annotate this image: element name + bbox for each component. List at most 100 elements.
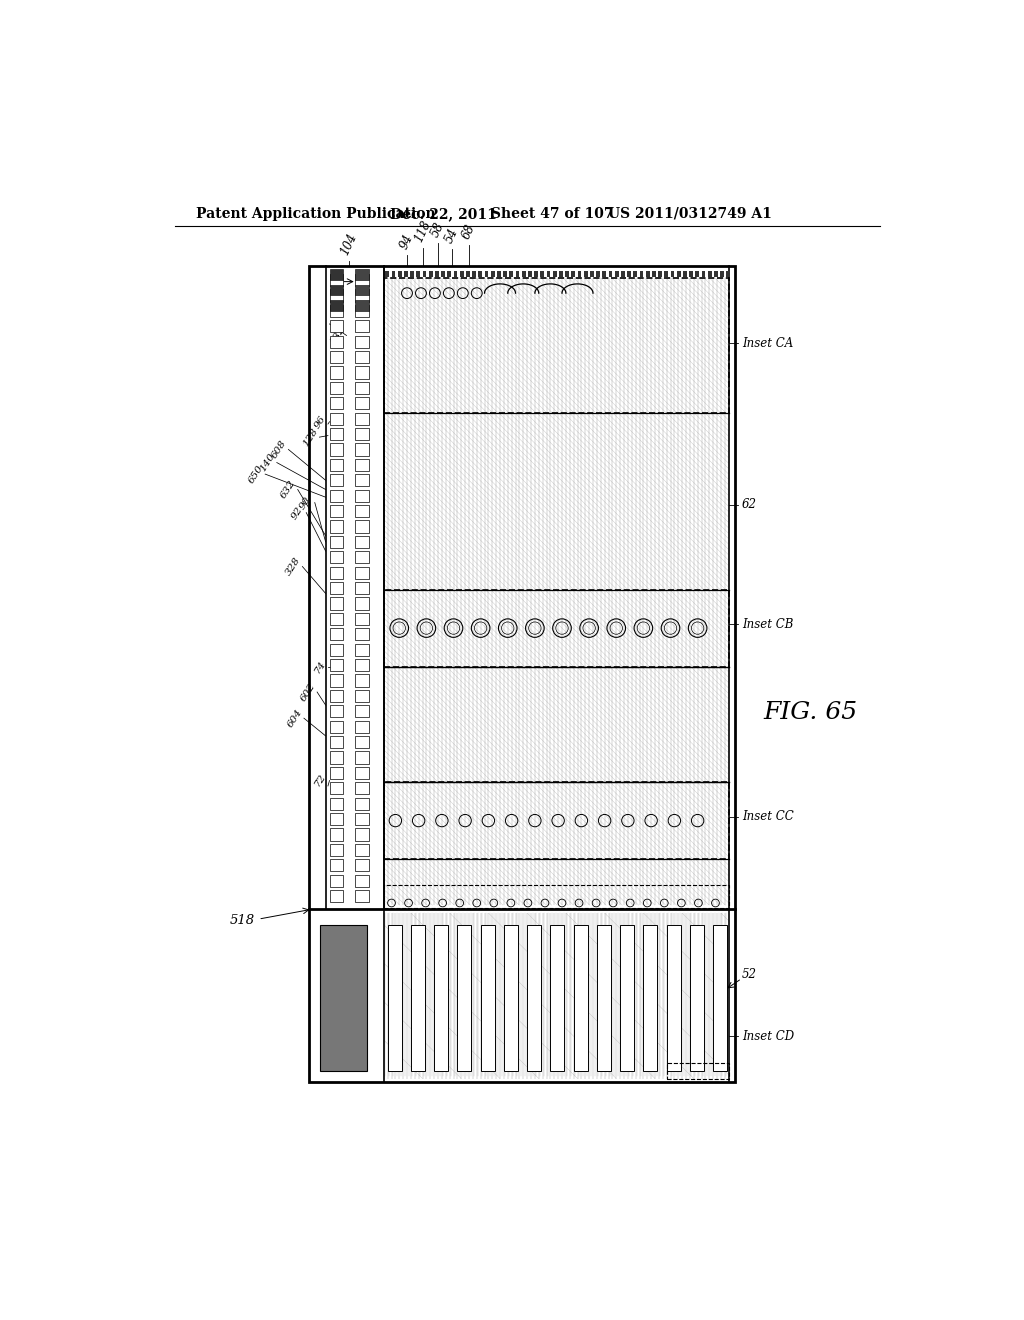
Bar xyxy=(330,705,343,718)
Bar xyxy=(355,843,369,857)
Text: Inset CC: Inset CC xyxy=(741,810,794,824)
Bar xyxy=(330,843,343,857)
Bar xyxy=(490,271,495,277)
Bar xyxy=(621,924,634,1071)
Text: 128: 128 xyxy=(301,426,319,447)
Bar xyxy=(330,428,343,441)
Bar xyxy=(355,751,369,763)
Bar xyxy=(355,829,369,841)
Text: Inset CA: Inset CA xyxy=(741,337,793,350)
Text: 650: 650 xyxy=(247,463,265,484)
Bar xyxy=(355,367,369,379)
Bar xyxy=(330,397,343,409)
Bar xyxy=(484,271,488,277)
Bar xyxy=(713,924,727,1071)
Bar xyxy=(330,659,343,671)
Bar xyxy=(330,275,343,286)
Bar xyxy=(667,1063,729,1078)
Bar xyxy=(677,271,681,277)
Text: 62: 62 xyxy=(741,499,757,511)
Bar xyxy=(330,751,343,763)
Bar xyxy=(355,813,369,825)
Bar xyxy=(355,737,369,748)
Bar xyxy=(355,289,369,302)
Bar xyxy=(330,335,343,348)
Bar xyxy=(330,444,343,455)
Bar xyxy=(330,474,343,487)
Bar xyxy=(690,924,703,1071)
Text: 328: 328 xyxy=(284,556,302,577)
Text: FIG. 65: FIG. 65 xyxy=(763,701,857,725)
Bar xyxy=(355,890,369,903)
Bar xyxy=(355,444,369,455)
Bar xyxy=(720,271,724,277)
Bar xyxy=(330,413,343,425)
Bar xyxy=(384,590,729,667)
Text: 140: 140 xyxy=(258,451,276,474)
Bar xyxy=(384,884,729,908)
Bar xyxy=(640,271,643,277)
Bar xyxy=(330,767,343,779)
Text: 58: 58 xyxy=(429,220,447,239)
Bar xyxy=(384,277,729,412)
Bar xyxy=(726,271,730,277)
Text: 90: 90 xyxy=(298,495,313,511)
Text: 74: 74 xyxy=(312,659,328,675)
Bar xyxy=(355,566,369,579)
Bar xyxy=(330,797,343,810)
Bar xyxy=(355,797,369,810)
Bar xyxy=(330,829,343,841)
Bar xyxy=(596,271,600,277)
Text: US 2011/0312749 A1: US 2011/0312749 A1 xyxy=(608,207,772,220)
Bar xyxy=(330,890,343,903)
Bar xyxy=(355,552,369,564)
Bar xyxy=(355,300,369,312)
Bar xyxy=(330,285,343,296)
Bar xyxy=(658,271,662,277)
Bar xyxy=(355,644,369,656)
Bar xyxy=(355,859,369,871)
Text: 96: 96 xyxy=(312,413,328,430)
Bar xyxy=(330,781,343,795)
Bar xyxy=(627,271,631,277)
Bar xyxy=(355,612,369,626)
Text: 132: 132 xyxy=(328,325,346,346)
Bar xyxy=(614,271,618,277)
Bar xyxy=(602,271,606,277)
Text: 608: 608 xyxy=(270,438,289,461)
Bar xyxy=(528,271,531,277)
Bar xyxy=(330,367,343,379)
Bar xyxy=(355,321,369,333)
Bar xyxy=(411,924,425,1071)
Bar xyxy=(689,271,693,277)
Bar xyxy=(330,859,343,871)
Bar xyxy=(355,689,369,702)
Text: 604: 604 xyxy=(286,708,304,729)
Bar xyxy=(417,271,420,277)
Bar xyxy=(423,271,426,277)
Text: 632: 632 xyxy=(280,479,298,500)
Bar xyxy=(550,924,564,1071)
Bar xyxy=(330,520,343,533)
Bar xyxy=(330,875,343,887)
Bar xyxy=(667,924,681,1071)
Bar xyxy=(355,351,369,363)
Bar xyxy=(355,705,369,718)
Bar xyxy=(330,566,343,579)
Bar xyxy=(553,271,557,277)
Text: 518: 518 xyxy=(230,915,255,927)
Bar xyxy=(308,267,735,1082)
Bar xyxy=(429,271,432,277)
Text: 94: 94 xyxy=(398,232,416,251)
Bar xyxy=(355,628,369,640)
Bar xyxy=(330,628,343,640)
Text: 54: 54 xyxy=(443,226,461,246)
Bar xyxy=(355,335,369,348)
Bar xyxy=(410,271,414,277)
Bar xyxy=(355,675,369,686)
Bar xyxy=(480,924,495,1071)
Bar xyxy=(584,271,588,277)
Text: 52: 52 xyxy=(741,968,757,981)
Bar xyxy=(330,644,343,656)
Bar xyxy=(355,721,369,733)
